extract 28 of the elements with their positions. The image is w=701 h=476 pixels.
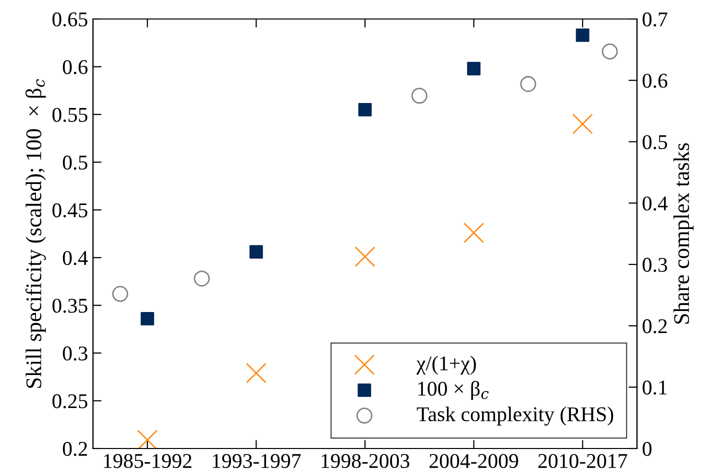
y-tick-label: 0.6 <box>62 60 88 74</box>
x-tick-label: 1998-2003 <box>322 454 410 468</box>
x-tick-label: 1993-1997 <box>212 454 301 468</box>
x-tick-label: 1985-1992 <box>104 454 192 468</box>
y2-tick-label: 0.2 <box>642 319 667 334</box>
y2-tick-label: 0.7 <box>642 12 668 27</box>
legend-label: Task complexity (RHS) <box>416 406 614 426</box>
y-tick-label: 0.5 <box>62 156 88 170</box>
y-axis-title: Skill specificity (scaled); 100 × β$_{c}$ <box>25 79 46 388</box>
y2-tick-label: 0.5 <box>642 135 668 150</box>
y2-tick-label: 0.6 <box>642 74 668 88</box>
y2-tick-label: 0 <box>642 442 652 456</box>
x-tick-label: 2004-2009 <box>430 454 518 468</box>
y-tick-label: 0.3 <box>62 346 88 361</box>
y-tick-label: 0.4 <box>62 250 88 266</box>
legend-label: χ/(1+χ) <box>416 356 476 375</box>
y-tick-label: 0.25 <box>52 394 88 408</box>
y-tick-label: 0.2 <box>62 442 87 456</box>
y-tick-label: 0.55 <box>52 108 88 122</box>
y2-axis-title: Share complex tasks <box>673 143 694 324</box>
x-tick-label: 2010-2017 <box>538 454 628 468</box>
y2-tick-label: 0.1 <box>642 380 667 395</box>
y2-tick-label: 0.4 <box>642 196 668 211</box>
y-tick-label: 0.65 <box>52 12 88 27</box>
legend-label: 100 × β$_{c}$ <box>418 380 489 400</box>
y2-tick-label: 0.3 <box>642 258 668 272</box>
y-tick-label: 0.35 <box>52 298 88 313</box>
y-tick-label: 0.45 <box>52 203 88 218</box>
